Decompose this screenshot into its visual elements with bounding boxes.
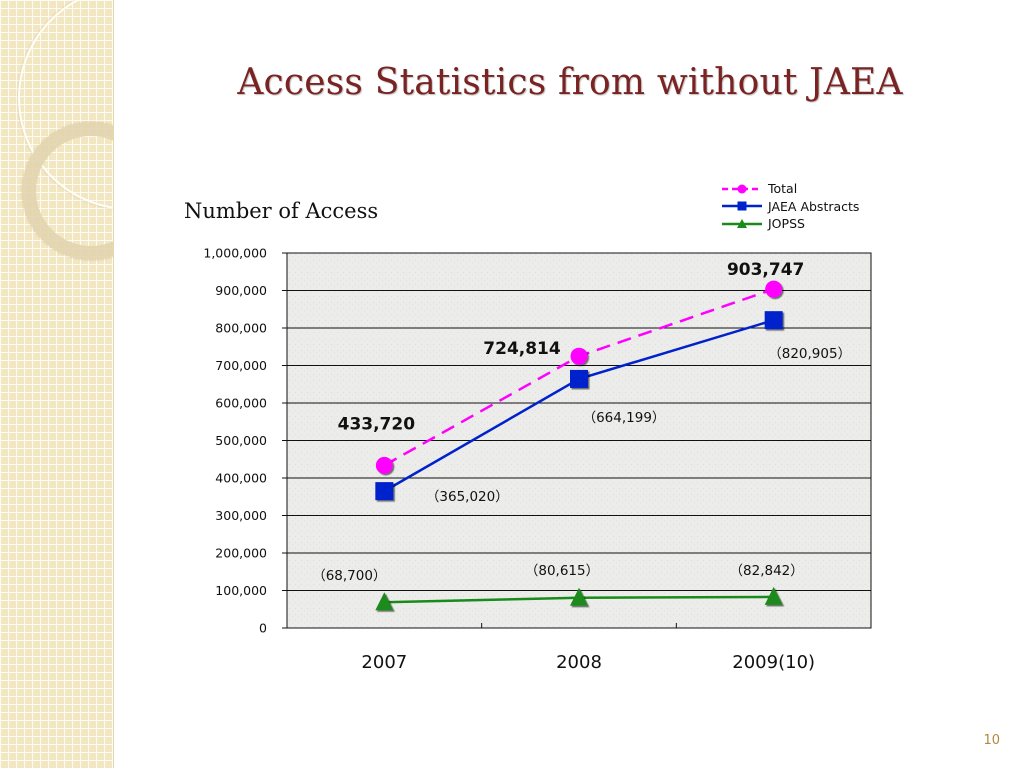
data-label: （68,700）	[312, 568, 386, 584]
data-label: （664,199）	[583, 410, 666, 426]
y-tick-label: 900,000	[215, 283, 267, 298]
y-tick-label: 300,000	[215, 508, 267, 523]
data-label: （820,905）	[768, 346, 851, 362]
legend-label-jopss: JOPSS	[768, 216, 805, 232]
data-point-jopss	[375, 592, 394, 611]
data-label: 724,814	[483, 339, 561, 359]
data-label: 433,720	[338, 414, 416, 434]
legend-swatch-total	[722, 184, 762, 194]
data-point-total	[570, 347, 588, 365]
data-point-total	[765, 280, 783, 298]
x-tick-label: 2009(10)	[732, 652, 815, 673]
legend-swatch-jaea	[722, 201, 762, 211]
legend-label-total: Total	[768, 181, 798, 197]
legend-swatch-jopss	[722, 218, 762, 228]
legend-label-jaea: JAEA Abstracts	[768, 198, 860, 214]
slide-number: 10	[983, 733, 1000, 748]
data-point-total	[375, 456, 393, 474]
legend-item-jopss: JOPSS	[720, 215, 859, 233]
data-label: （82,842）	[730, 563, 804, 579]
slide-title: Access Statistics from without JAEA	[237, 62, 903, 103]
y-tick-label: 800,000	[215, 321, 267, 336]
y-tick-label: 400,000	[215, 471, 267, 486]
data-label: （80,615）	[525, 563, 599, 579]
data-label: 903,747	[727, 260, 804, 280]
y-tick-label: 1,000,000	[203, 246, 267, 261]
data-label: （365,020）	[426, 489, 509, 505]
y-tick-label: 200,000	[215, 546, 267, 561]
y-tick-label: 500,000	[215, 433, 267, 448]
data-point-jaea	[764, 311, 783, 330]
legend-item-jaea: JAEA Abstracts	[720, 198, 859, 216]
y-axis-title: Number of Access	[184, 199, 379, 223]
x-tick-label: 2007	[361, 652, 407, 673]
data-point-jaea	[570, 369, 588, 388]
y-tick-label: 100,000	[215, 583, 267, 598]
legend-item-total: Total	[720, 180, 859, 198]
y-tick-label: 0	[259, 621, 267, 636]
x-tick-label: 2008	[556, 652, 602, 673]
decorative-sidebar	[0, 0, 114, 768]
y-tick-label: 600,000	[215, 396, 267, 411]
data-point-jopss	[570, 587, 588, 606]
y-tick-label: 700,000	[215, 358, 267, 373]
data-point-jopss	[764, 586, 783, 605]
chart-legend: Total JAEA Abstracts JOPSS	[720, 180, 859, 233]
data-point-jaea	[375, 482, 394, 501]
